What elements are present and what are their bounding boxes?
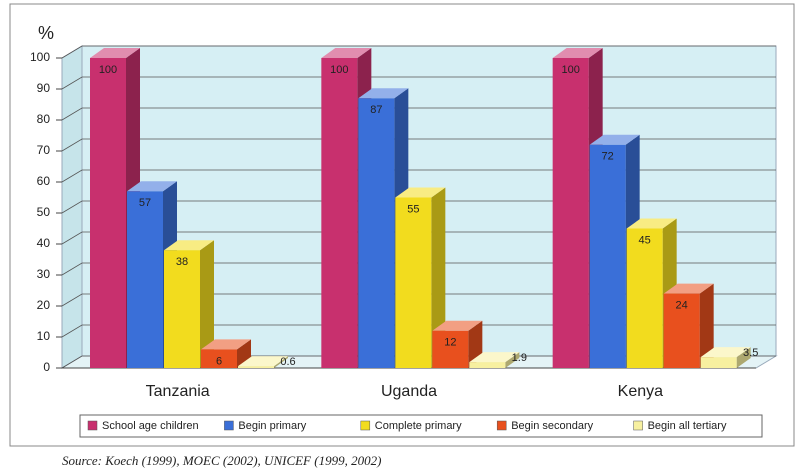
bar-top [552,48,603,58]
bar [90,58,126,368]
y-tick-label: 90 [37,81,51,95]
bar-top [469,352,520,363]
y-tick-label: 50 [37,205,51,219]
bar-top [626,218,677,229]
y-tick-label: 100 [30,50,50,64]
grid-line [61,76,776,90]
value-label: 1.9 [512,352,527,364]
legend-label: Begin primary [238,420,306,432]
bar-top [238,356,288,367]
legend-swatch [224,420,234,431]
legend-swatch [360,420,371,431]
legend-label: School age children [102,420,199,432]
grid-line [61,45,776,59]
y-tick-label: 0 [43,360,50,374]
y-tick-label: 80 [37,112,51,126]
bar [321,58,358,368]
x-tick-label: Kenya [618,383,663,400]
bar-side [274,356,288,368]
grid-line [61,355,776,369]
bar [700,357,737,368]
value-label: 6 [216,355,222,367]
value-label: 12 [444,337,456,349]
x-tick-label: Uganda [381,383,437,400]
value-label: 24 [676,300,688,312]
bar-side [736,347,751,368]
bar [164,250,200,368]
legend-label: Complete primary [375,420,462,432]
x-tick-label: Tanzania [146,383,210,400]
legend-swatch [496,420,507,431]
grid-line [61,200,776,214]
bar [127,191,163,368]
bar-top [395,187,446,198]
bar-top [589,134,640,145]
bar [395,197,432,368]
grid-line [61,138,776,152]
bar [663,293,700,368]
value-label: 38 [176,256,188,268]
legend-label: Begin all tertiary [648,420,727,432]
grid-line [61,324,776,338]
legend-label: Begin secondary [511,420,593,432]
bar-top [663,283,714,294]
bar-top [358,88,409,99]
value-label: 100 [330,64,348,76]
y-tick-label: 60 [37,174,51,188]
grid-line [61,231,776,245]
y-axis-label: % [38,23,54,43]
value-label: 72 [602,151,614,163]
legend-box [79,414,763,438]
bar-top [201,339,251,350]
bar-top [321,48,372,58]
grid-line [61,169,776,183]
grid-line [61,293,776,307]
bar-side [699,283,714,368]
grid-line [61,107,776,121]
value-label: 100 [561,64,579,76]
legend-swatch [87,420,98,431]
value-label: 57 [139,197,151,209]
bar [358,98,395,369]
y-tick-label: 70 [37,143,51,157]
bar [552,58,589,368]
bar-side [200,240,214,368]
bar-top [127,181,177,192]
value-label: 3.5 [743,347,758,359]
value-label: 87 [370,104,382,116]
bar-top [164,240,214,251]
y-tick-label: 20 [37,298,51,312]
value-label: 100 [99,64,117,76]
bar-side [237,339,251,368]
bar-top [432,320,483,331]
bar-top [700,347,751,358]
source-note: Source: Koech (1999), MOEC (2002), UNICE… [62,453,381,468]
bar [589,144,626,368]
y-tick-label: 30 [37,267,51,281]
bar-side [431,187,446,368]
bar [469,362,506,368]
y-tick-label: 40 [37,236,51,250]
bar [238,366,274,368]
grid-line [61,262,776,276]
bar [626,228,663,368]
value-label: 45 [639,234,651,246]
value-label: 0.6 [280,356,295,368]
legend-swatch [633,420,643,431]
value-label: 55 [407,203,419,215]
bar-side [505,352,520,368]
bar-top [90,48,140,58]
bar [432,330,469,368]
bar [201,349,237,368]
y-tick-label: 10 [37,329,51,343]
